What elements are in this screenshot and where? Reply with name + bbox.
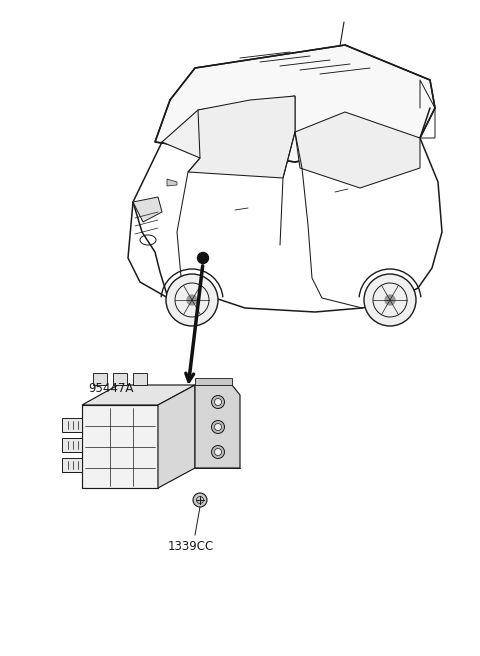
Polygon shape <box>195 378 232 385</box>
Circle shape <box>197 253 208 264</box>
Circle shape <box>215 449 221 455</box>
Circle shape <box>212 420 225 434</box>
Polygon shape <box>62 438 82 452</box>
Polygon shape <box>295 112 420 188</box>
Circle shape <box>215 424 221 430</box>
Polygon shape <box>133 373 147 385</box>
Polygon shape <box>155 45 435 162</box>
Polygon shape <box>162 96 295 158</box>
Circle shape <box>385 295 395 305</box>
Polygon shape <box>62 458 82 472</box>
Polygon shape <box>158 385 195 488</box>
Circle shape <box>193 493 207 507</box>
Polygon shape <box>82 405 158 488</box>
Circle shape <box>364 274 416 326</box>
Polygon shape <box>93 373 107 385</box>
Circle shape <box>212 396 225 409</box>
Text: 95447A: 95447A <box>88 382 133 395</box>
Polygon shape <box>195 385 240 468</box>
Circle shape <box>187 295 197 305</box>
Polygon shape <box>113 373 127 385</box>
Polygon shape <box>62 418 82 432</box>
Polygon shape <box>82 385 195 405</box>
Circle shape <box>215 398 221 405</box>
Circle shape <box>166 274 218 326</box>
Circle shape <box>212 445 225 459</box>
Text: 1339CC: 1339CC <box>168 540 214 553</box>
Polygon shape <box>167 179 177 186</box>
Polygon shape <box>188 96 295 178</box>
Polygon shape <box>133 197 162 222</box>
